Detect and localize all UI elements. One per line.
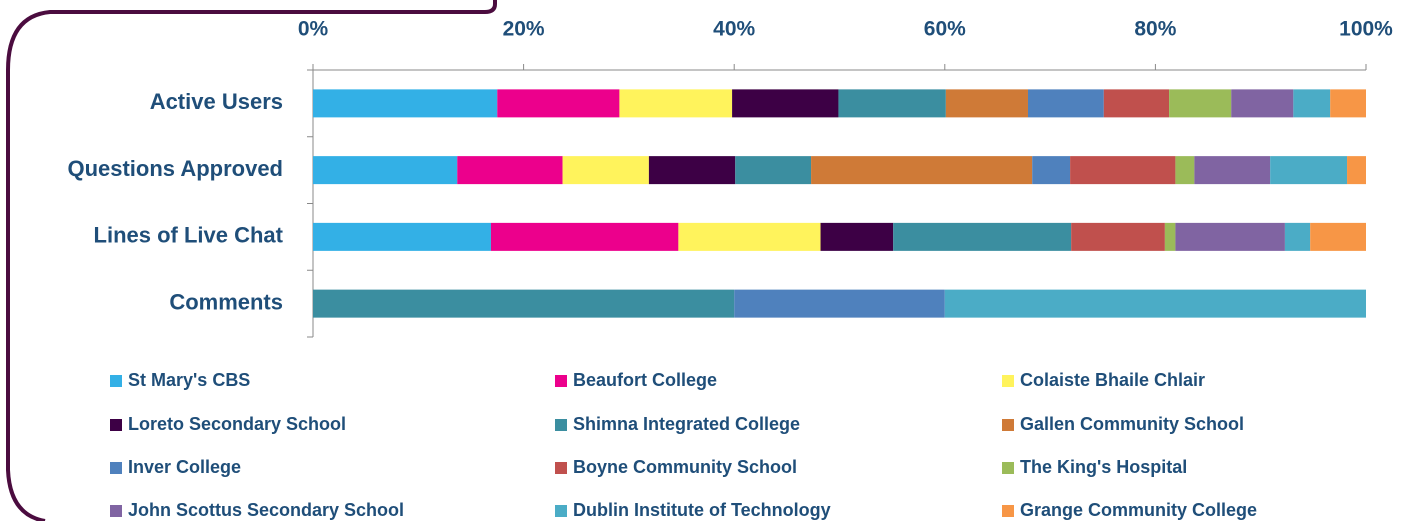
x-tick-label: 100% [1339, 18, 1393, 41]
legend-label: St Mary's CBS [128, 370, 250, 390]
bar-segment [945, 89, 1028, 118]
bar-segment [1032, 156, 1071, 185]
bar-segment [893, 222, 1072, 251]
legend-swatch [110, 462, 122, 474]
bar-segment [1071, 222, 1165, 251]
legend-label: Shimna Integrated College [573, 414, 800, 434]
bar-segment [1330, 89, 1366, 118]
bar-segment [735, 156, 812, 185]
bar-segment [1270, 156, 1348, 185]
bar-segment [811, 156, 1033, 185]
bar-segment [313, 222, 491, 251]
bar-segment [1027, 89, 1104, 118]
x-tick-label: 60% [924, 18, 966, 41]
x-tick-label: 0% [298, 18, 329, 41]
bar-segment [1231, 89, 1294, 118]
bar-segment [820, 222, 894, 251]
bar-segment [678, 222, 821, 251]
bar-segment [490, 222, 679, 251]
legend-swatch [555, 375, 567, 387]
y-tick-label: Lines of Live Chat [94, 223, 284, 248]
y-tick-label: Questions Approved [67, 156, 283, 181]
legend-label: Loreto Secondary School [128, 414, 346, 434]
legend-swatch [555, 505, 567, 517]
bar-segment [1194, 156, 1271, 185]
bar-segment [1310, 222, 1366, 251]
bar-segment [1347, 156, 1366, 185]
bar-segment [1293, 89, 1331, 118]
bar-segment [648, 156, 736, 185]
legend-label: Beaufort College [573, 370, 717, 390]
legend-label: Inver College [128, 457, 241, 477]
legend-label: Colaiste Bhaile Chlair [1020, 370, 1205, 390]
legend-swatch [110, 375, 122, 387]
bar-segment [838, 89, 946, 118]
x-tick-label: 80% [1134, 18, 1176, 41]
legend-swatch [1002, 462, 1014, 474]
legend-label: Gallen Community School [1020, 414, 1244, 434]
legend-label: John Scottus Secondary School [128, 500, 404, 520]
bar-segment [619, 89, 733, 118]
legend-label: Grange Community College [1020, 500, 1257, 520]
bar-segment [313, 156, 458, 185]
bar-segment [1169, 89, 1232, 118]
legend-swatch [555, 419, 567, 431]
bar-segment [1164, 222, 1176, 251]
bar-segment [497, 89, 620, 118]
bar-segment [313, 289, 735, 318]
legend-swatch [1002, 375, 1014, 387]
legend-swatch [1002, 419, 1014, 431]
bar-segment [1103, 89, 1170, 118]
bar-segment [734, 289, 945, 318]
legend-label: Boyne Community School [573, 457, 797, 477]
legend-swatch [555, 462, 567, 474]
bar-segment [457, 156, 563, 185]
y-tick-label: Comments [169, 289, 283, 314]
bar-segment [732, 89, 839, 118]
bar-segment [944, 289, 1366, 318]
x-tick-label: 20% [503, 18, 545, 41]
bar-segment [562, 156, 649, 185]
bar-segment [313, 89, 498, 118]
frame [6, 0, 497, 523]
legend-swatch [1002, 505, 1014, 517]
legend-label: Dublin Institute of Technology [573, 500, 831, 520]
bar-segment [1070, 156, 1176, 185]
bar-segment [1175, 222, 1285, 251]
legend-swatch [110, 505, 122, 517]
legend-label: The King's Hospital [1020, 457, 1187, 477]
x-tick-label: 40% [713, 18, 755, 41]
bar-segment [1175, 156, 1195, 185]
y-tick-label: Active Users [150, 89, 283, 114]
legend-swatch [110, 419, 122, 431]
bar-segment [1284, 222, 1311, 251]
